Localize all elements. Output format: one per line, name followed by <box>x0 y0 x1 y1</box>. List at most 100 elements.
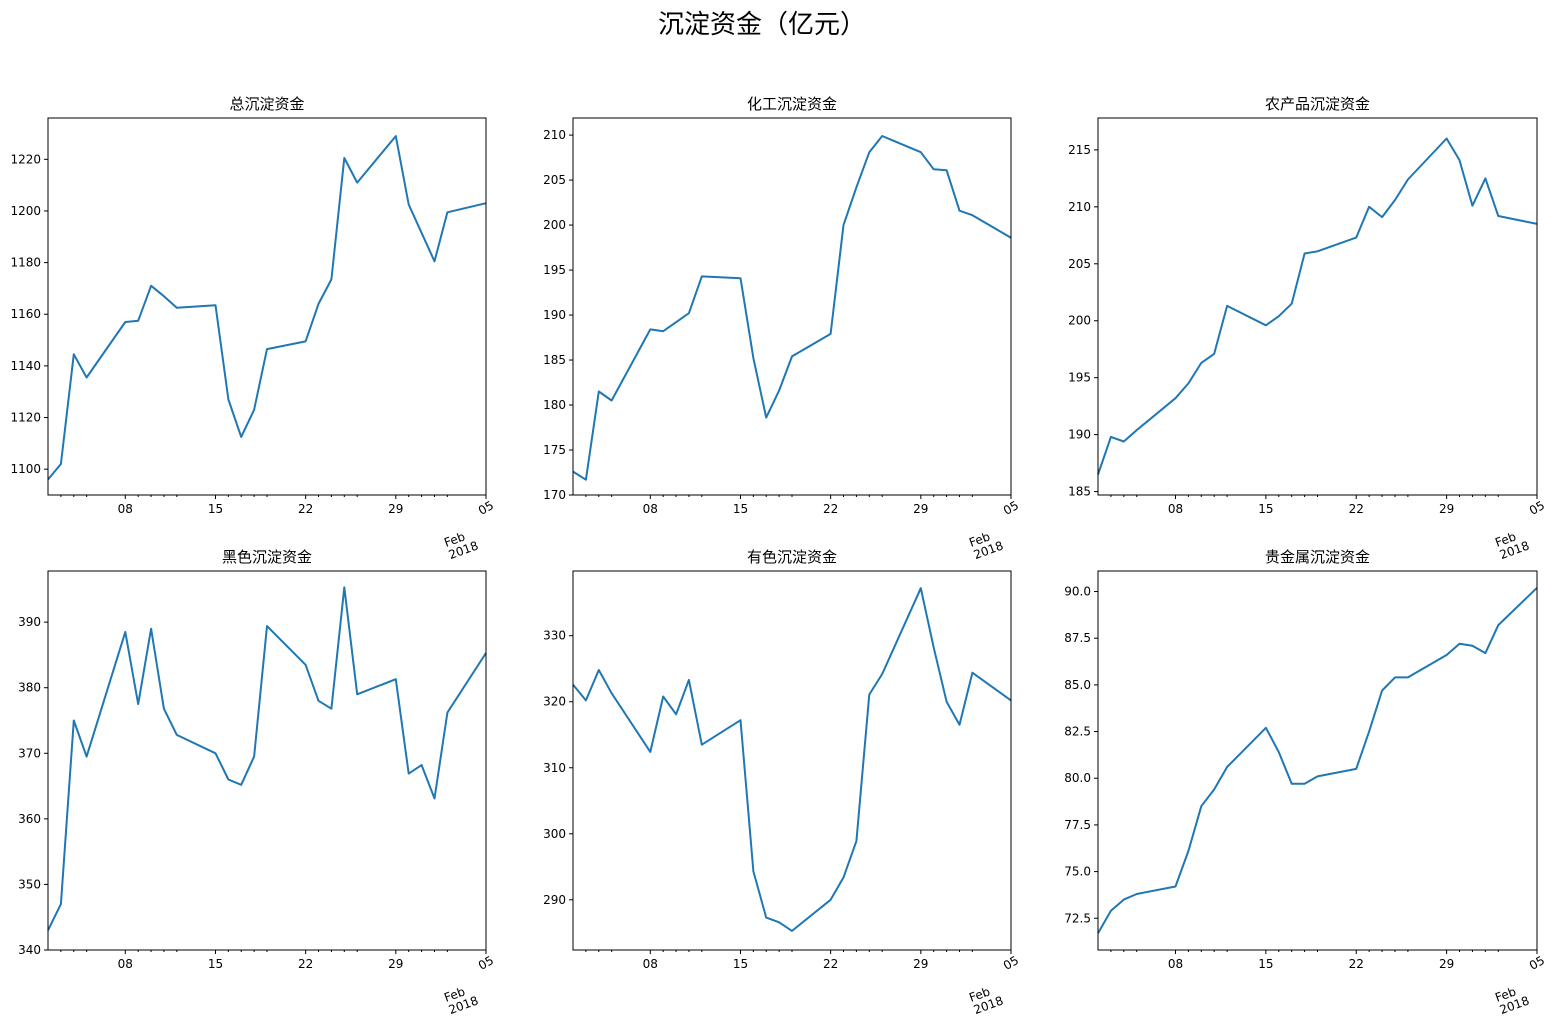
x-tick-label: 15 <box>208 957 223 971</box>
subplot-title: 农产品沉淀资金 <box>1265 95 1370 113</box>
y-tick-label: 1200 <box>10 204 41 218</box>
y-tick-label: 82.5 <box>1064 725 1091 739</box>
x-sublabel-line: Feb <box>442 984 467 1004</box>
subplot-title: 贵金属沉淀资金 <box>1265 548 1370 566</box>
x-sublabel-line: Feb <box>967 529 992 549</box>
plot-frame <box>1097 117 1538 496</box>
series-line <box>47 135 487 481</box>
x-tick-label: 05 <box>1527 953 1547 973</box>
y-tick-label: 80.0 <box>1064 771 1091 785</box>
y-tick-label: 72.5 <box>1064 911 1091 925</box>
x-tick-label: 29 <box>913 502 928 516</box>
y-tick-label: 90.0 <box>1064 585 1091 599</box>
x-tick-label: 29 <box>1439 502 1454 516</box>
x-tick-label: 08 <box>643 502 658 516</box>
x-tick-label: 22 <box>298 502 313 516</box>
x-tick-label: 22 <box>823 502 838 516</box>
y-tick-label: 195 <box>543 263 566 277</box>
x-tick-label: 05 <box>1001 953 1021 973</box>
y-tick-label: 380 <box>18 681 41 695</box>
y-tick-label: 1120 <box>10 411 41 425</box>
subplot-4: 黑色沉淀资金 340 350 360 370 380 390 08 15 22 29 05 Feb201… <box>18 548 496 1017</box>
x-tick-label: 08 <box>643 957 658 971</box>
x-sublabel-line: Feb <box>1493 529 1518 549</box>
x-sublabel: Feb2018 <box>442 981 480 1017</box>
series-line <box>572 587 1012 932</box>
x-tick-label: 08 <box>118 957 133 971</box>
y-tick-label: 190 <box>1068 428 1091 442</box>
y-tick-label: 300 <box>543 827 566 841</box>
x-tick-label: 08 <box>1168 957 1183 971</box>
subplot-title: 总沉淀资金 <box>229 95 304 113</box>
subplot-title: 化工沉淀资金 <box>747 95 837 113</box>
x-tick-label: 29 <box>388 502 403 516</box>
subplot-title: 有色沉淀资金 <box>747 548 837 566</box>
plot-frame <box>1097 570 1538 951</box>
y-tick-label: 200 <box>543 218 566 232</box>
y-tick-label: 210 <box>543 128 566 142</box>
y-tick-label: 170 <box>543 488 566 502</box>
series-line <box>572 135 1012 481</box>
subplot-3: 农产品沉淀资金 185 190 195 200 205 210 215 08 15 22 29 05 Fe… <box>1068 95 1547 562</box>
plot-frame <box>572 570 1012 951</box>
plot-frame <box>47 117 487 496</box>
y-tick-label: 205 <box>543 173 566 187</box>
x-tick-label: 05 <box>1001 498 1021 518</box>
y-tick-label: 360 <box>18 812 41 826</box>
subplot-5: 有色沉淀资金 290 300 310 320 330 08 15 22 29 05 Feb2018 <box>543 548 1021 1017</box>
y-tick-label: 200 <box>1068 314 1091 328</box>
x-sublabel: Feb2018 <box>1493 526 1531 562</box>
x-tick-label: 22 <box>1349 957 1364 971</box>
x-tick-label: 08 <box>1168 502 1183 516</box>
plot-frame <box>47 570 487 951</box>
series-line <box>47 586 487 931</box>
x-tick-label: 15 <box>208 502 223 516</box>
y-tick-label: 215 <box>1068 143 1091 157</box>
x-tick-label: 08 <box>118 502 133 516</box>
x-sublabel: Feb2018 <box>967 981 1005 1017</box>
y-tick-label: 330 <box>543 629 566 643</box>
x-tick-label: 22 <box>823 957 838 971</box>
y-tick-label: 190 <box>543 308 566 322</box>
x-tick-label: 15 <box>1258 957 1273 971</box>
x-sublabel-line: Feb <box>442 529 467 549</box>
series-line <box>1097 587 1538 934</box>
x-sublabel-line: Feb <box>1493 984 1518 1004</box>
x-tick-label: 05 <box>476 953 496 973</box>
x-tick-label: 22 <box>298 957 313 971</box>
x-tick-label: 29 <box>913 957 928 971</box>
y-tick-label: 1160 <box>10 307 41 321</box>
x-sublabel: Feb2018 <box>967 526 1005 562</box>
y-tick-label: 350 <box>18 877 41 891</box>
y-tick-label: 77.5 <box>1064 818 1091 832</box>
y-tick-label: 310 <box>543 761 566 775</box>
y-tick-label: 340 <box>18 943 41 957</box>
y-tick-label: 1140 <box>10 359 41 373</box>
y-tick-label: 1100 <box>10 462 41 476</box>
figure-title: 沉淀资金（亿元） <box>658 10 866 40</box>
subplot-title: 黑色沉淀资金 <box>222 548 312 566</box>
y-tick-label: 390 <box>18 615 41 629</box>
y-tick-label: 87.5 <box>1064 631 1091 645</box>
x-tick-label: 22 <box>1349 502 1364 516</box>
x-tick-label: 15 <box>733 502 748 516</box>
y-tick-label: 1220 <box>10 152 41 166</box>
y-tick-label: 290 <box>543 893 566 907</box>
y-tick-label: 75.0 <box>1064 865 1091 879</box>
subplot-6: 贵金属沉淀资金 72.5 75.0 77.5 80.0 82.5 85.0 87.5 90.0 0… <box>1064 548 1547 1017</box>
x-tick-label: 15 <box>733 957 748 971</box>
y-tick-label: 370 <box>18 746 41 760</box>
series-line <box>1097 137 1538 475</box>
y-tick-label: 185 <box>543 353 566 367</box>
x-tick-label: 05 <box>476 498 496 518</box>
y-tick-label: 195 <box>1068 371 1091 385</box>
x-tick-label: 29 <box>388 957 403 971</box>
x-tick-label: 15 <box>1258 502 1273 516</box>
y-tick-label: 320 <box>543 695 566 709</box>
y-tick-label: 180 <box>543 398 566 412</box>
subplot-1: 总沉淀资金 1100 1120 1140 1160 1180 1200 1220 08 15 22 2… <box>10 95 496 562</box>
y-tick-label: 185 <box>1068 485 1091 499</box>
y-tick-label: 1180 <box>10 256 41 270</box>
x-sublabel: Feb2018 <box>442 526 480 562</box>
